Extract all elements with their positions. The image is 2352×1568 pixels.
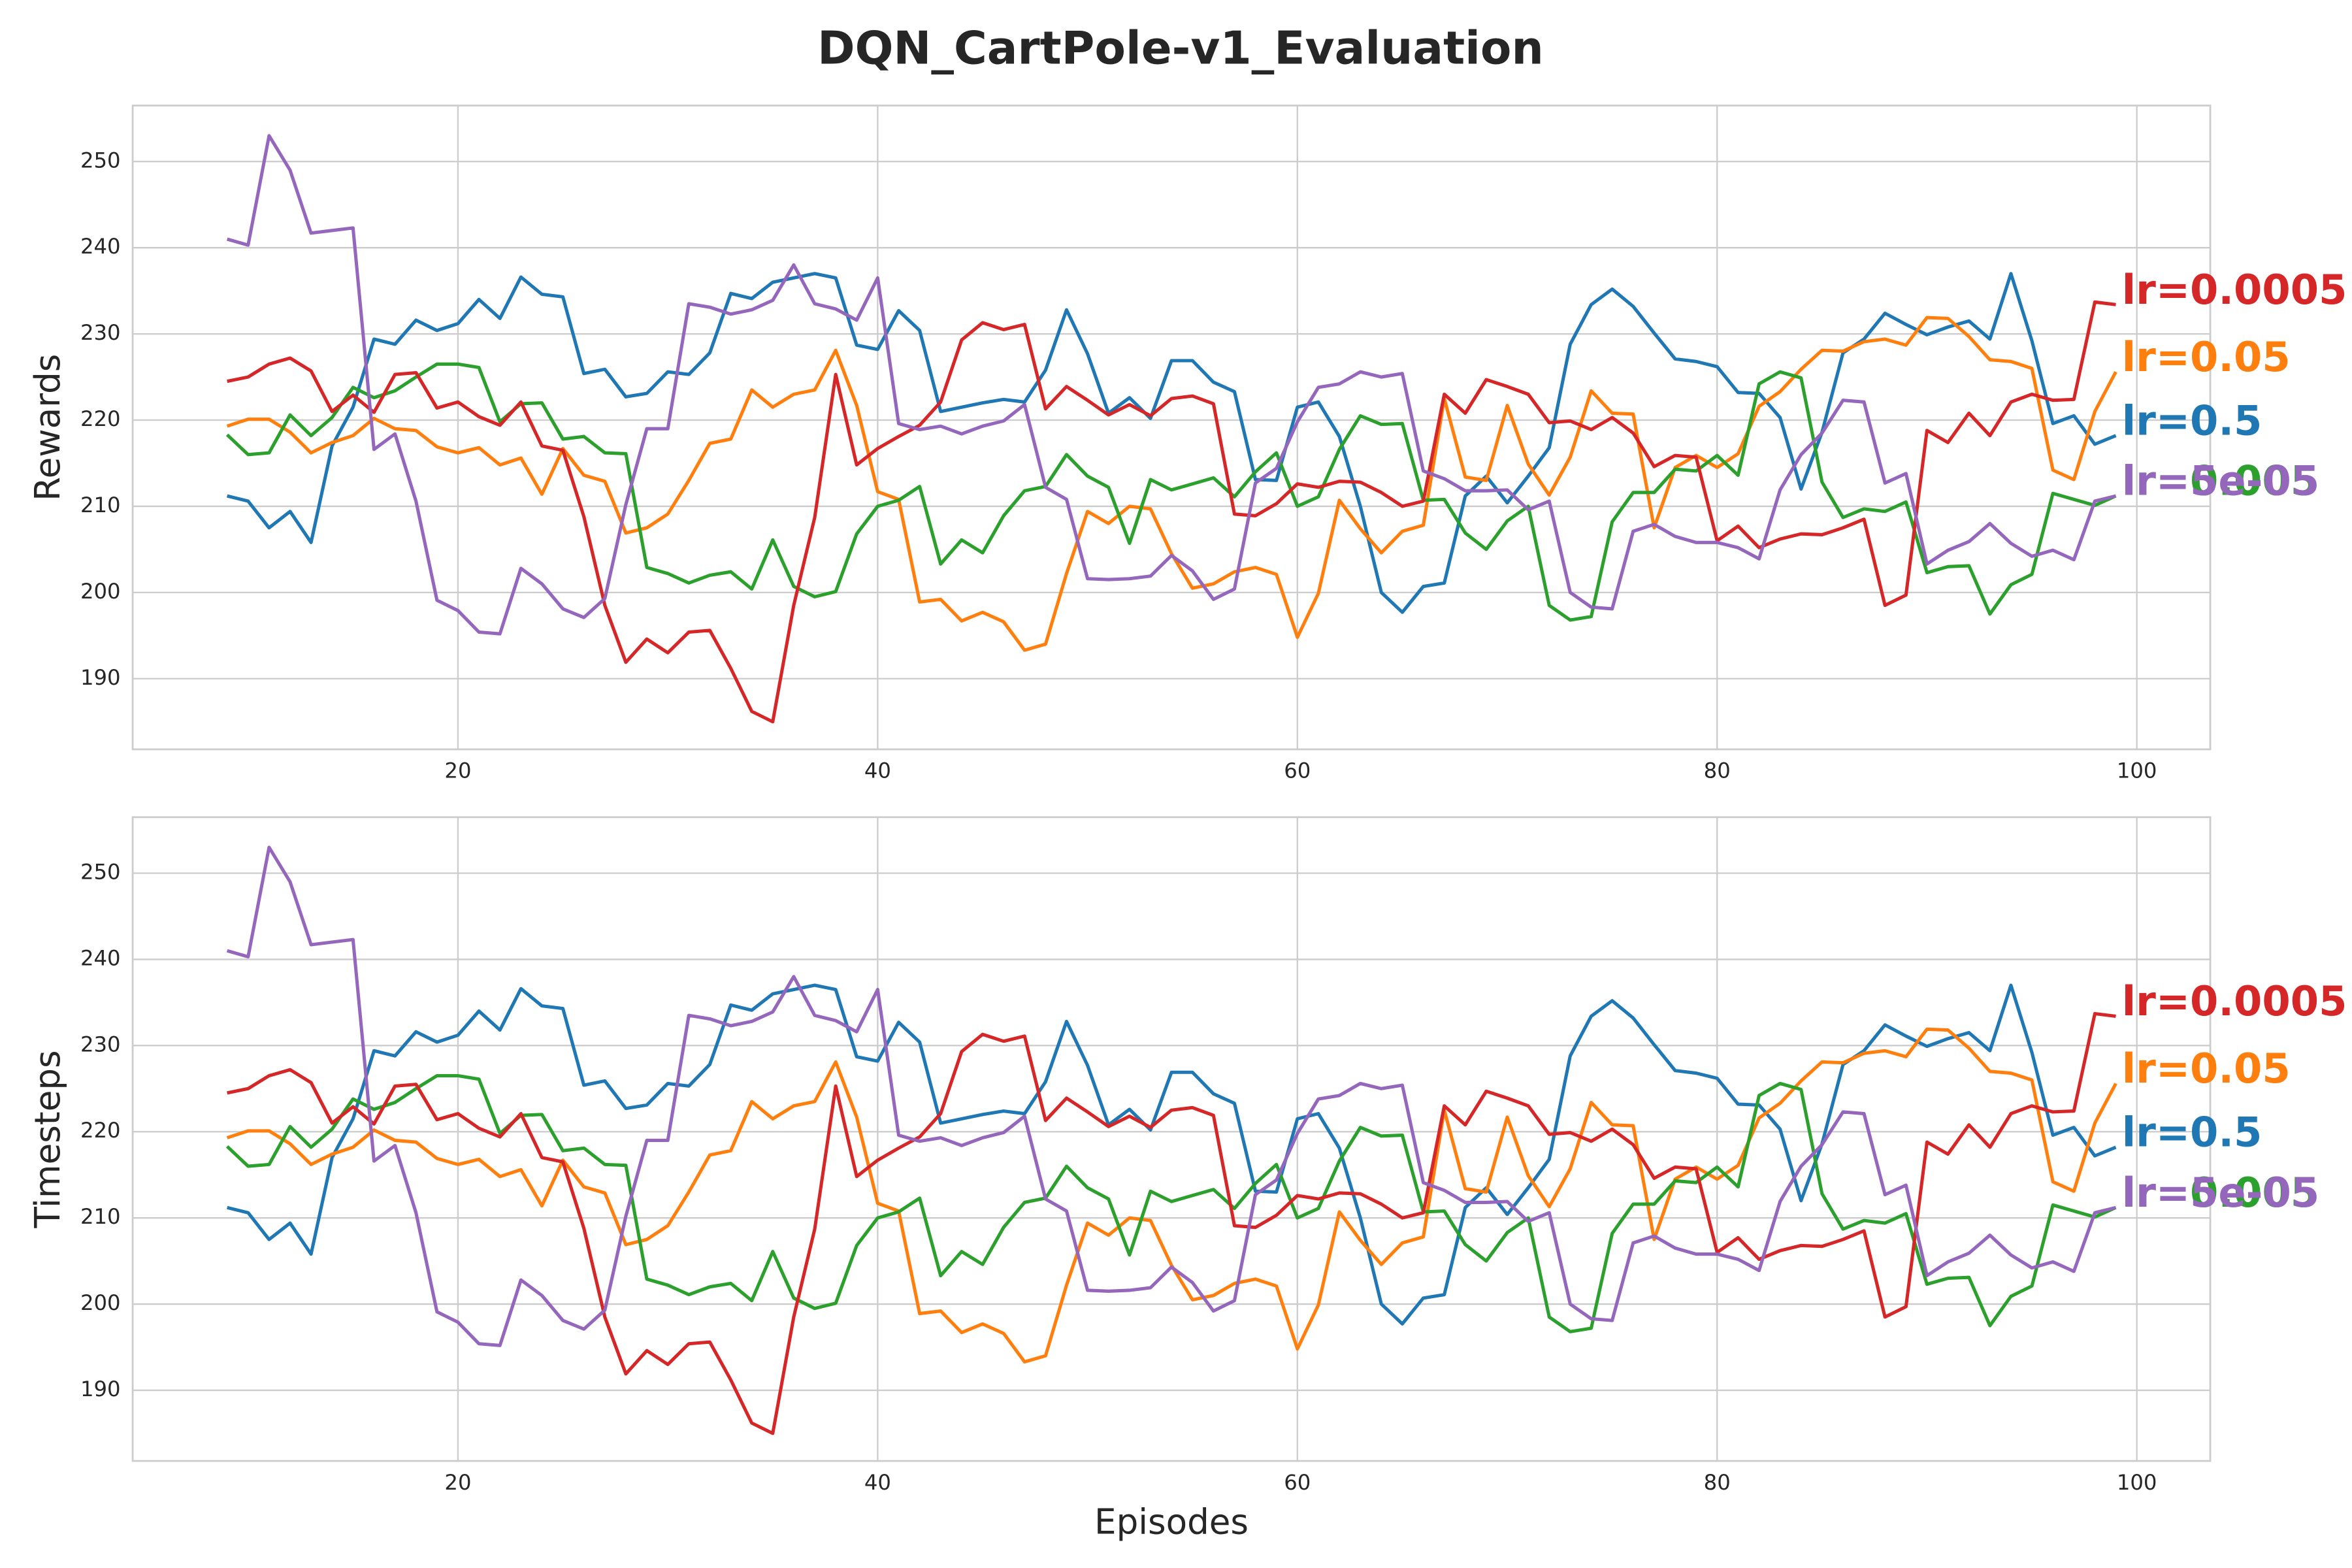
x-tick-label: 100 bbox=[2117, 1470, 2157, 1495]
series-label: lr=5e-05 bbox=[2122, 1169, 2319, 1217]
series-label: lr=0.05 bbox=[2122, 333, 2291, 381]
x-tick-label: 80 bbox=[1704, 1470, 1731, 1495]
x-tick-label: 100 bbox=[2117, 759, 2157, 783]
y-tick-label: 210 bbox=[80, 1204, 121, 1229]
y-tick-label: 230 bbox=[80, 1032, 121, 1056]
plot-frame bbox=[131, 816, 2212, 1462]
series-label: lr=5e-05 bbox=[2122, 457, 2319, 505]
y-axis-label: Timesteps bbox=[27, 1050, 68, 1228]
y-tick-label: 240 bbox=[80, 234, 121, 259]
x-tick-label: 60 bbox=[1284, 1470, 1311, 1495]
y-tick-label: 240 bbox=[80, 945, 121, 970]
series-line bbox=[227, 300, 2116, 724]
x-tick-label: 40 bbox=[864, 1470, 891, 1495]
y-tick-label: 220 bbox=[80, 1118, 121, 1143]
series-line bbox=[227, 272, 2117, 614]
series-line bbox=[226, 1027, 2117, 1364]
x-tick-label: 60 bbox=[1284, 759, 1311, 783]
y-tick-label: 200 bbox=[80, 579, 121, 604]
y-tick-label: 190 bbox=[80, 1377, 121, 1401]
y-tick-label: 230 bbox=[80, 320, 121, 345]
x-axis-label: Episodes bbox=[1094, 1502, 1249, 1543]
series-line bbox=[226, 316, 2117, 652]
series-line bbox=[226, 845, 2117, 1347]
series-line bbox=[227, 983, 2117, 1326]
y-tick-label: 250 bbox=[80, 860, 121, 885]
series-label: lr=0.005 bbox=[2122, 457, 2319, 505]
y-axis-label: Rewards bbox=[27, 354, 68, 501]
y-tick-label: 190 bbox=[80, 665, 121, 690]
series-line bbox=[225, 1073, 2117, 1333]
series-label: lr=0.0005 bbox=[2122, 266, 2347, 314]
plot-frame bbox=[131, 105, 2212, 751]
x-tick-label: 40 bbox=[864, 759, 891, 783]
series-line bbox=[226, 134, 2117, 636]
x-tick-label: 20 bbox=[444, 1470, 471, 1495]
y-tick-label: 210 bbox=[80, 493, 121, 517]
series-line bbox=[227, 1011, 2116, 1435]
series-label: lr=0.005 bbox=[2122, 1169, 2319, 1217]
x-tick-label: 20 bbox=[444, 759, 471, 783]
y-tick-label: 220 bbox=[80, 406, 121, 431]
series-label: lr=0.0005 bbox=[2122, 977, 2347, 1025]
y-tick-label: 250 bbox=[80, 148, 121, 172]
series-label: lr=0.5 bbox=[2122, 1109, 2262, 1156]
x-tick-label: 80 bbox=[1704, 759, 1731, 783]
series-label: lr=0.5 bbox=[2122, 397, 2262, 444]
figure-title: DQN_CartPole-v1_Evaluation bbox=[817, 22, 1544, 74]
series-line bbox=[225, 362, 2117, 622]
y-tick-label: 200 bbox=[80, 1290, 121, 1315]
series-label: lr=0.05 bbox=[2122, 1045, 2291, 1092]
